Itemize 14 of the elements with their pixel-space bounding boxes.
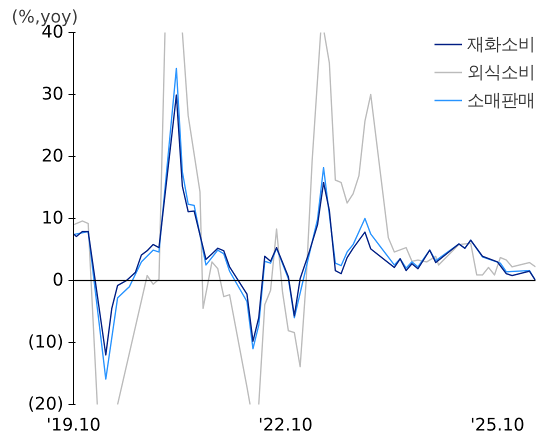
y-tick-label: (10) (28, 332, 64, 352)
legend-label: 외식소비 (467, 62, 535, 84)
y-axis-title: (%,yoy) (12, 8, 78, 28)
legend-label: 재화소비 (467, 34, 535, 56)
y-tick-label: 20 (41, 146, 64, 166)
line-series (74, 94, 536, 356)
y-tick-label: 0 (52, 270, 64, 290)
x-tick-label: '25.10 (470, 416, 525, 436)
legend-label: 소매판매 (467, 90, 535, 112)
y-tick-label: 30 (41, 84, 64, 104)
x-tick-label: '19.10 (46, 416, 101, 436)
x-tick-label: '22.10 (258, 416, 313, 436)
y-tick-label: (20) (28, 394, 64, 414)
y-tick-label: 10 (41, 208, 64, 228)
